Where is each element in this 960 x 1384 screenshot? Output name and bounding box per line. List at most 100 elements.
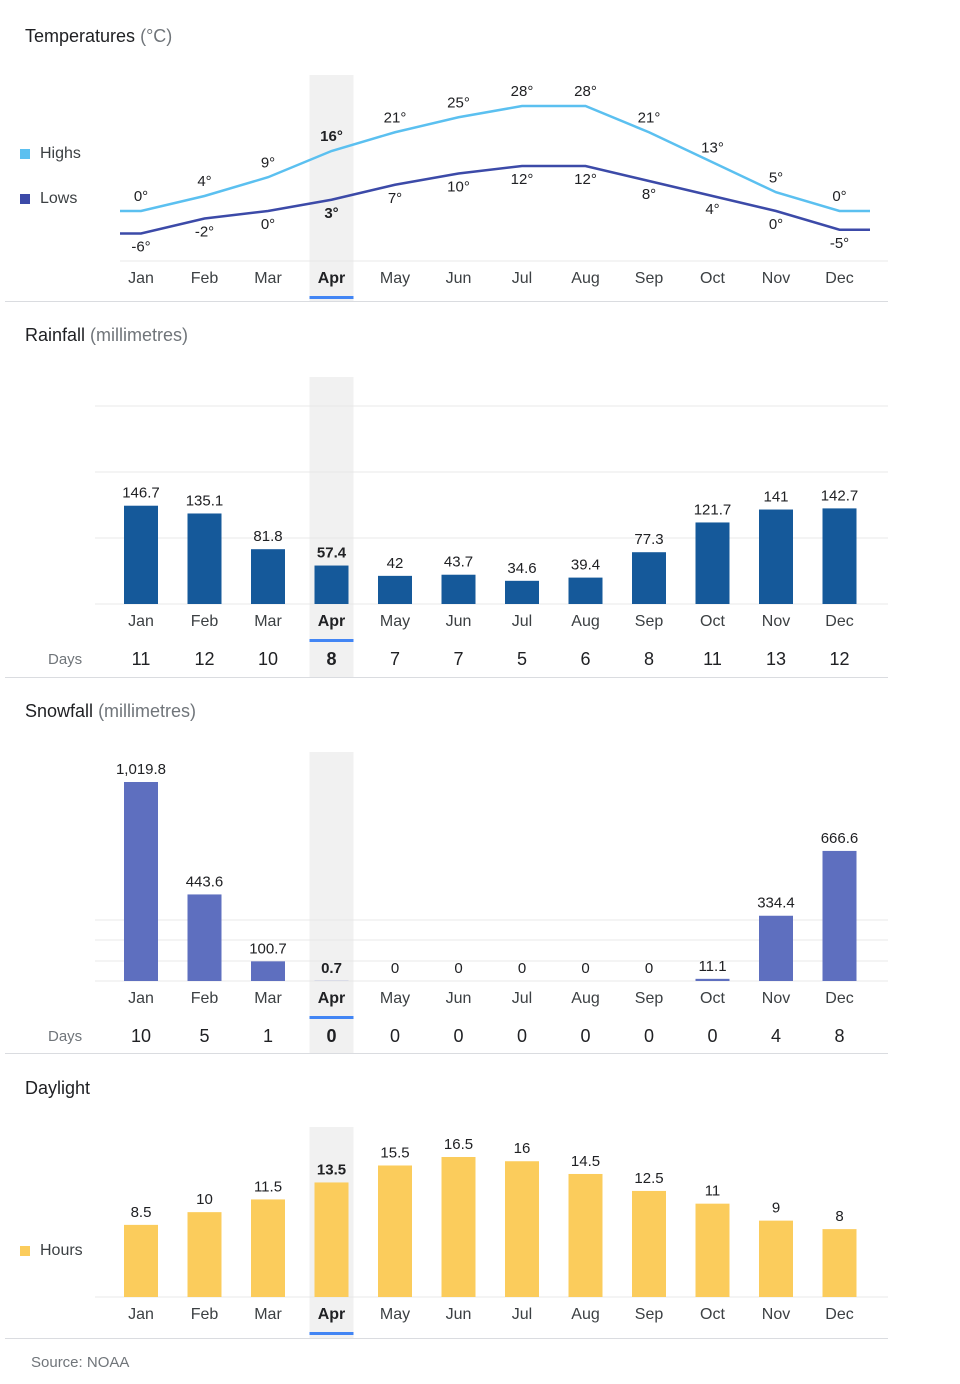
- legend-hours-label: Hours: [40, 1242, 83, 1259]
- temperatures-month-aug[interactable]: Aug: [571, 270, 599, 287]
- temperatures-highs-label-may: 21°: [384, 109, 407, 126]
- daylight-bar-jan: [124, 1224, 158, 1297]
- rainfall-month-aug[interactable]: Aug: [571, 613, 599, 630]
- rainfall-days-apr: 8: [326, 649, 336, 669]
- rainfall-value-label-aug: 39.4: [571, 557, 600, 574]
- rainfall-value-label-dec: 142.7: [821, 487, 859, 504]
- rainfall-month-sep[interactable]: Sep: [635, 613, 664, 630]
- rainfall-month-jan[interactable]: Jan: [128, 613, 154, 630]
- snowfall-month-jun[interactable]: Jun: [446, 990, 472, 1007]
- temperatures-month-dec[interactable]: Dec: [825, 270, 853, 287]
- snowfall-month-feb[interactable]: Feb: [191, 990, 219, 1007]
- rainfall-value-label-mar: 81.8: [253, 528, 282, 545]
- daylight-month-sep[interactable]: Sep: [635, 1306, 664, 1323]
- snowfall-value-label-sep: 0: [645, 960, 653, 977]
- temperatures-month-sep[interactable]: Sep: [635, 270, 664, 287]
- snowfall-month-dec[interactable]: Dec: [825, 990, 853, 1007]
- rainfall-month-oct[interactable]: Oct: [700, 613, 725, 630]
- temperatures-lows-line: [120, 164, 870, 235]
- snowfall-month-jan[interactable]: Jan: [128, 990, 154, 1007]
- daylight-month-apr[interactable]: Apr: [318, 1306, 346, 1323]
- temperatures-month-jul[interactable]: Jul: [512, 270, 532, 287]
- temperatures-lows-label-sep: 8°: [642, 186, 656, 203]
- daylight-bar-oct: [695, 1203, 730, 1297]
- daylight-value-label-jan: 8.5: [131, 1204, 152, 1221]
- snowfall-days-jun: 0: [453, 1026, 463, 1046]
- snowfall-days-jan: 10: [131, 1026, 151, 1046]
- rainfall-month-feb[interactable]: Feb: [191, 613, 219, 630]
- temperatures-month-feb[interactable]: Feb: [191, 270, 219, 287]
- temperatures-month-oct[interactable]: Oct: [700, 270, 725, 287]
- daylight-title: Daylight: [25, 1078, 90, 1099]
- rainfall-bar-dec: [822, 508, 857, 604]
- daylight-month-aug[interactable]: Aug: [571, 1306, 599, 1323]
- snowfall-value-label-oct: 11.1: [698, 958, 726, 975]
- snowfall-value-label-feb: 443.6: [186, 873, 224, 890]
- temperatures-month-mar[interactable]: Mar: [254, 270, 282, 287]
- snowfall-month-may[interactable]: May: [380, 990, 410, 1007]
- daylight-value-label-aug: 14.5: [571, 1153, 600, 1170]
- legend-lows-swatch: [20, 194, 30, 204]
- snowfall-month-mar[interactable]: Mar: [254, 990, 282, 1007]
- rainfall-days-nov: 13: [766, 649, 786, 669]
- rainfall-bar-mar: [251, 549, 285, 604]
- temperatures-lows-label-oct: 4°: [705, 201, 719, 218]
- rainfall-days-jul: 5: [517, 649, 527, 669]
- daylight-month-dec[interactable]: Dec: [825, 1306, 853, 1323]
- divider-rainfall: [5, 677, 888, 678]
- rainfall-bar-apr: [314, 565, 349, 604]
- rainfall-month-mar[interactable]: Mar: [254, 613, 282, 630]
- snowfall-month-nov[interactable]: Nov: [762, 990, 790, 1007]
- temperatures-highs-label-aug: 28°: [574, 83, 597, 100]
- rainfall-value-label-may: 42: [387, 555, 404, 572]
- rainfall-month-dec[interactable]: Dec: [825, 613, 853, 630]
- rainfall-value-label-feb: 135.1: [186, 492, 224, 509]
- snowfall-value-label-jul: 0: [518, 960, 526, 977]
- daylight-month-feb[interactable]: Feb: [191, 1306, 219, 1323]
- snowfall-value-label-jan: 1,019.8: [116, 761, 166, 778]
- daylight-month-jan[interactable]: Jan: [128, 1306, 154, 1323]
- daylight-bar-sep: [632, 1190, 666, 1297]
- temperatures-month-may[interactable]: May: [380, 270, 410, 287]
- daylight-bar-nov: [759, 1220, 793, 1297]
- rainfall-value-label-jun: 43.7: [444, 554, 473, 571]
- snowfall-month-aug[interactable]: Aug: [571, 990, 599, 1007]
- daylight-month-mar[interactable]: Mar: [254, 1306, 282, 1323]
- rainfall-value-label-jul: 34.6: [507, 560, 536, 577]
- temperatures-month-jun[interactable]: Jun: [446, 270, 472, 287]
- daylight-month-nov[interactable]: Nov: [762, 1306, 790, 1323]
- rainfall-value-label-apr: 57.4: [317, 545, 347, 562]
- daylight-title-text: Daylight: [25, 1078, 91, 1098]
- temperatures-month-nov[interactable]: Nov: [762, 270, 790, 287]
- temperatures-month-jan[interactable]: Jan: [128, 270, 154, 287]
- daylight-month-may[interactable]: May: [380, 1306, 410, 1323]
- rainfall-bar-nov: [759, 509, 793, 604]
- legend-lows: Lows: [20, 190, 77, 208]
- snowfall-bar-oct: [695, 978, 730, 981]
- daylight-month-jul[interactable]: Jul: [512, 1306, 532, 1323]
- snowfall-month-jul[interactable]: Jul: [512, 990, 532, 1007]
- temperatures-highs-label-dec: 0°: [832, 188, 846, 205]
- snowfall-days-label: Days: [48, 1028, 82, 1045]
- rainfall-month-nov[interactable]: Nov: [762, 613, 790, 630]
- daylight-month-oct[interactable]: Oct: [700, 1306, 725, 1323]
- snowfall-month-sep[interactable]: Sep: [635, 990, 664, 1007]
- rainfall-bar-oct: [695, 522, 730, 604]
- rainfall-month-apr[interactable]: Apr: [318, 613, 346, 630]
- snowfall-title: Snowfall (millimetres): [25, 701, 196, 722]
- temperatures-lows-label-jun: 10°: [447, 179, 470, 196]
- legend-highs-swatch: [20, 149, 30, 159]
- snowfall-bar-mar: [251, 961, 285, 981]
- snowfall-selected-column: [309, 752, 354, 1053]
- legend-highs-label: Highs: [40, 145, 81, 162]
- rainfall-month-may[interactable]: May: [380, 613, 410, 630]
- snowfall-month-apr[interactable]: Apr: [318, 990, 346, 1007]
- temperatures-highs-label-jun: 25°: [447, 94, 470, 111]
- temperatures-month-apr[interactable]: Apr: [318, 270, 346, 287]
- snowfall-days-mar: 1: [263, 1026, 273, 1046]
- snowfall-month-oct[interactable]: Oct: [700, 990, 725, 1007]
- rainfall-month-jun[interactable]: Jun: [446, 613, 472, 630]
- snowfall-value-label-may: 0: [391, 960, 399, 977]
- daylight-month-jun[interactable]: Jun: [446, 1306, 472, 1323]
- rainfall-month-jul[interactable]: Jul: [512, 613, 532, 630]
